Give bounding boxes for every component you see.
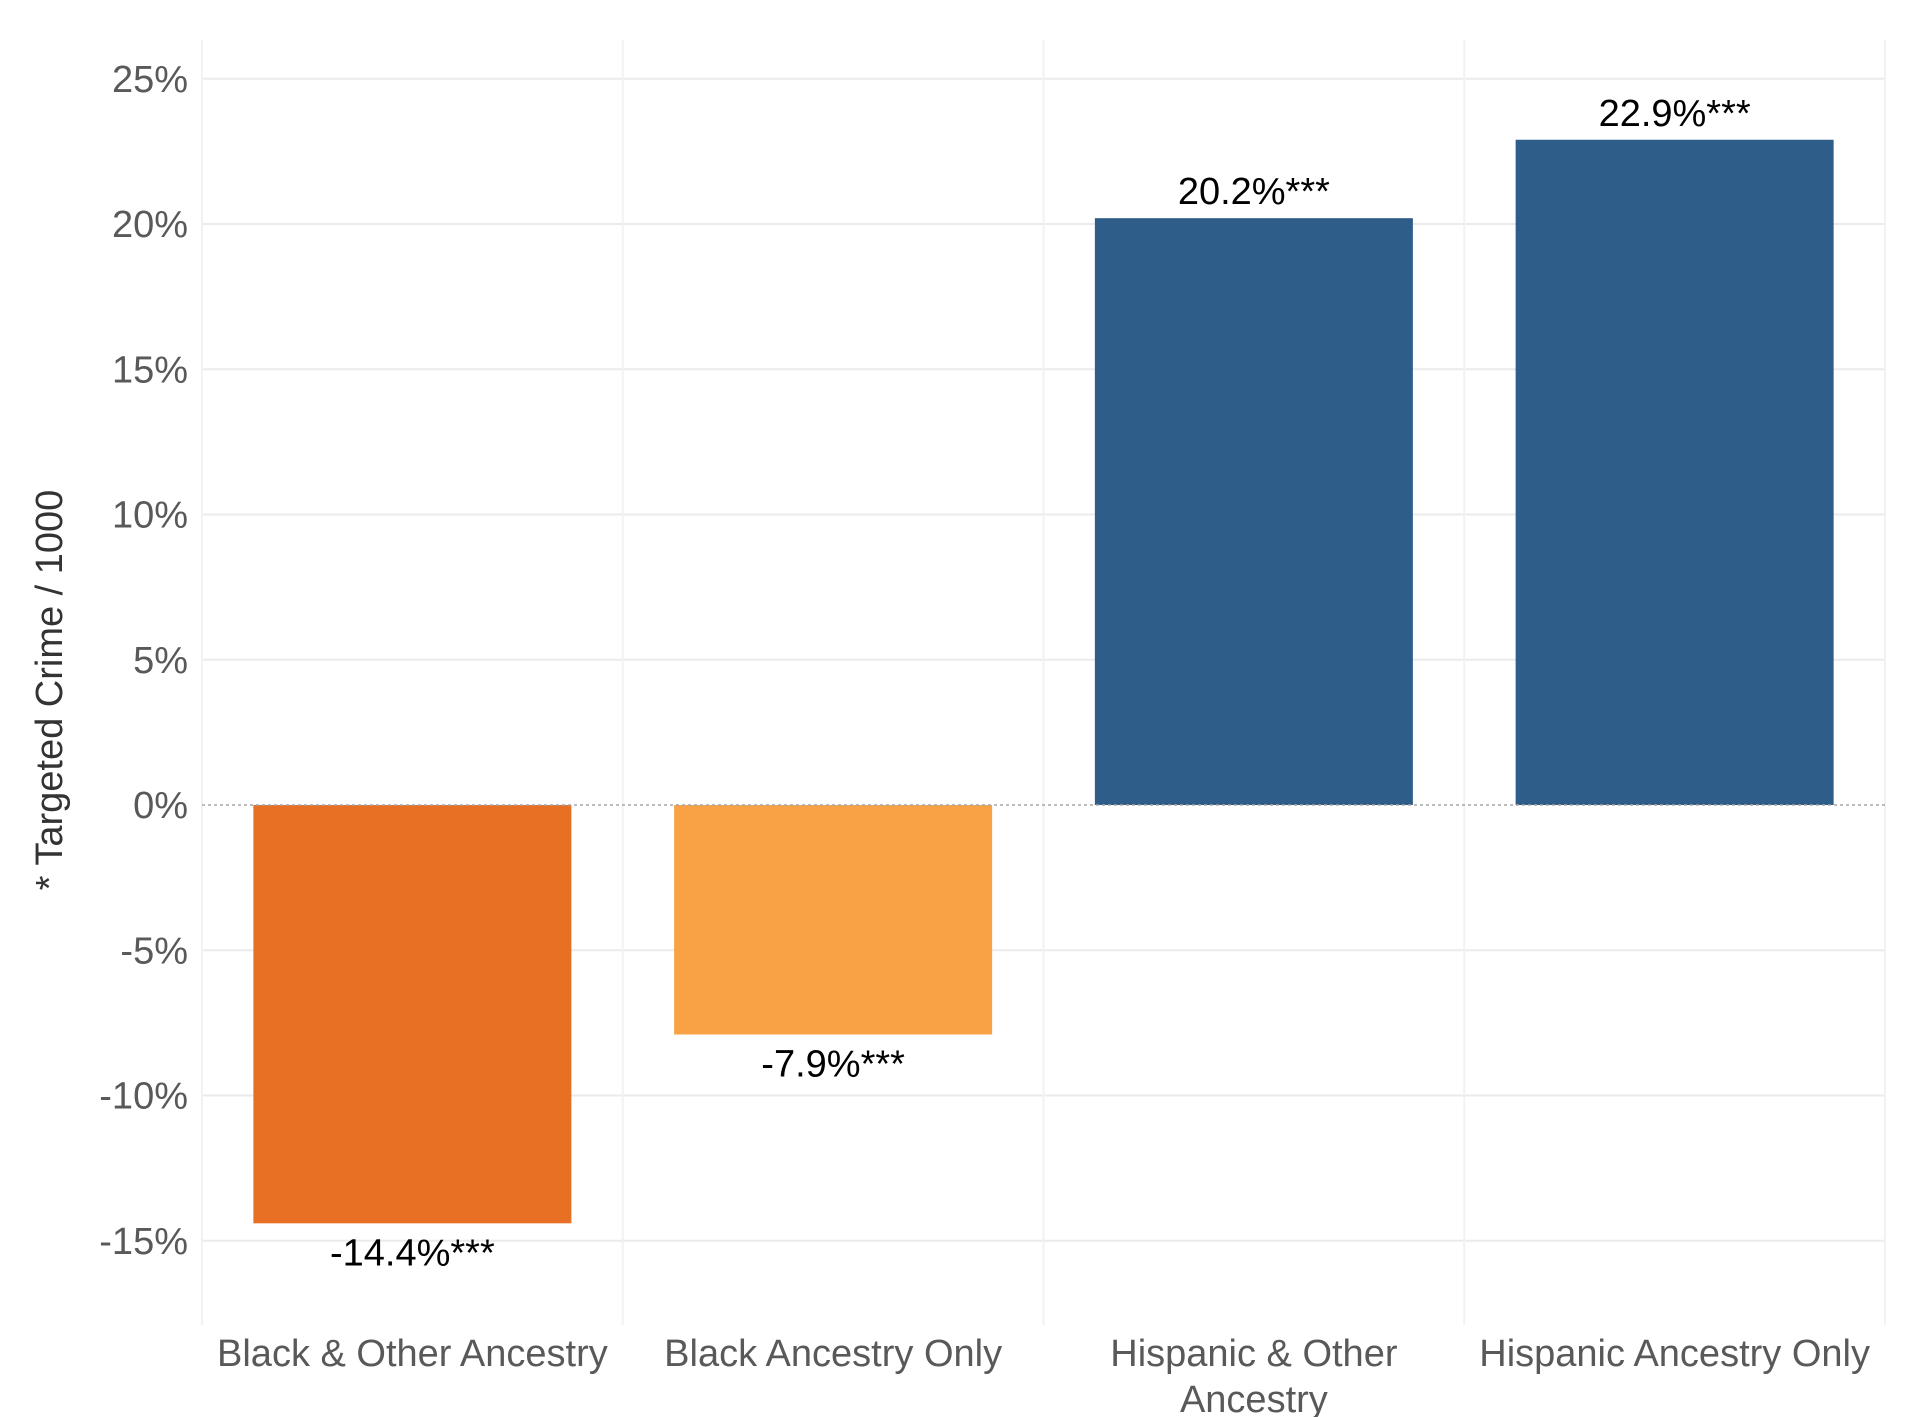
y-axis-title: * Targeted Crime / 1000	[29, 490, 71, 891]
category-label: Hispanic Ancestry Only	[1479, 1333, 1870, 1375]
y-tick-label: 15%	[112, 349, 188, 391]
category-label: Black Ancestry Only	[664, 1333, 1002, 1375]
y-tick-label: -5%	[120, 930, 188, 972]
data-label: -14.4%***	[330, 1232, 495, 1274]
data-label: 20.2%***	[1178, 171, 1330, 213]
bars	[253, 139, 1834, 1224]
x-axis-categories: Black & Other Ancestry Black Ancestry Onl…	[217, 1333, 1870, 1417]
category-label: Black & Other Ancestry	[217, 1333, 608, 1375]
category-label: Hispanic & Other	[1110, 1333, 1398, 1375]
y-tick-label: 20%	[112, 204, 188, 246]
data-label: -7.9%***	[761, 1043, 905, 1085]
y-tick-label: 5%	[133, 640, 188, 682]
y-tick-label: 10%	[112, 495, 188, 537]
data-label: 22.9%***	[1599, 93, 1751, 135]
bar	[1515, 139, 1834, 805]
data-labels: -14.4%*** -7.9%*** 20.2%*** 22.9%***	[330, 93, 1751, 1275]
category-label: Ancestry	[1180, 1379, 1328, 1417]
bar	[1094, 218, 1413, 805]
y-tick-label: -10%	[99, 1076, 188, 1118]
y-tick-label: 25%	[112, 59, 188, 101]
y-axis-ticks: -15% -10% -5% 0% 5% 10% 15% 20% 25%	[99, 59, 188, 1263]
y-tick-label: 0%	[133, 785, 188, 827]
y-tick-label: -15%	[99, 1221, 188, 1263]
bar	[253, 805, 572, 1224]
bar	[674, 805, 993, 1035]
